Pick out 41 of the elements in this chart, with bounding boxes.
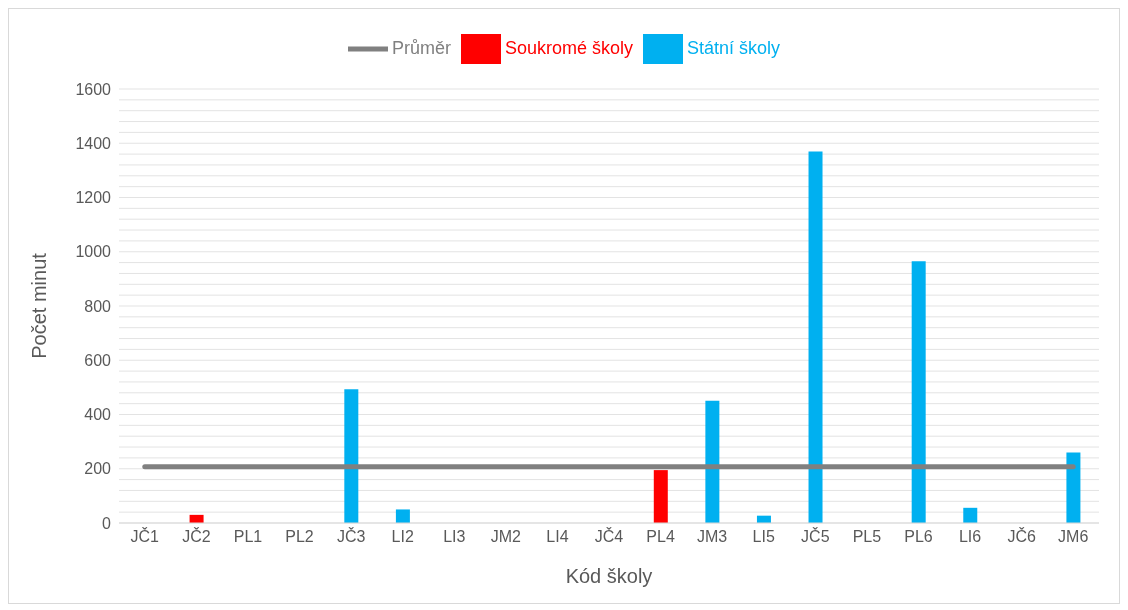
bar [963, 507, 978, 523]
x-tick-label: LI5 [752, 528, 775, 546]
bar [705, 400, 720, 523]
x-tick-label: JČ6 [1007, 527, 1036, 546]
y-tick-label: 400 [84, 406, 112, 424]
x-tick-label: JČ5 [801, 527, 830, 546]
y-tick-label: 1200 [75, 189, 112, 207]
x-tick-label: JČ2 [182, 527, 211, 546]
x-tick-label: PL6 [904, 528, 933, 546]
y-tick-label: 1000 [75, 243, 112, 261]
bar [1066, 452, 1081, 523]
bar [395, 509, 410, 523]
x-tick-label: PL2 [285, 528, 314, 546]
y-tick-label: 600 [84, 351, 112, 369]
x-tick-label: JM2 [490, 528, 522, 546]
x-tick-label: LI6 [958, 528, 982, 546]
legend-label: Státní školy [687, 37, 781, 58]
y-axis-title: Počet minut [28, 252, 51, 359]
bar [344, 389, 359, 523]
x-tick-label: LI2 [391, 528, 414, 546]
x-tick-label: PL1 [233, 528, 263, 546]
x-tick-label: JČ1 [130, 527, 160, 546]
x-tick-label: PL5 [852, 528, 882, 546]
x-tick-label: JČ4 [594, 527, 624, 546]
y-tick-label: 0 [102, 514, 112, 532]
y-tick-label: 1400 [75, 134, 112, 152]
y-tick-label: 1600 [75, 80, 112, 98]
legend-label: Soukromé školy [504, 37, 634, 58]
y-tick-label: 200 [84, 460, 112, 478]
bar [911, 261, 926, 523]
x-tick-label: LI4 [546, 528, 569, 546]
legend-label: Průměr [391, 37, 451, 58]
x-tick-label: JM3 [697, 528, 728, 546]
x-tick-label: LI3 [443, 528, 466, 546]
bar [808, 151, 823, 523]
x-tick-label: PL4 [646, 528, 675, 546]
bar [653, 470, 668, 523]
x-tick-label: JM6 [1058, 528, 1089, 546]
x-axis-title: Kód školy [565, 565, 653, 587]
x-tick-label: JČ3 [336, 527, 366, 546]
y-tick-label: 800 [84, 297, 112, 315]
